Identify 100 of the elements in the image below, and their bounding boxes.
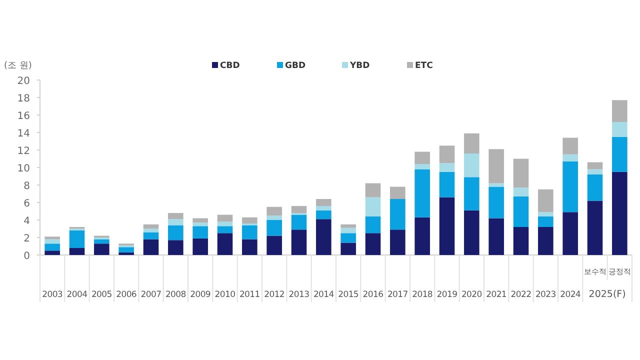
bar [143,232,159,240]
bar [365,183,381,198]
bar [587,162,603,170]
bar [192,222,208,226]
bar [266,236,282,255]
bar [562,161,578,212]
bar [538,216,554,227]
bar [266,220,282,236]
bar [316,199,332,206]
bar [414,217,430,255]
bar [340,233,356,243]
bar [340,242,356,255]
bar [488,149,504,184]
y-tick-label: 2 [24,234,30,244]
bar [464,154,480,178]
bar [488,186,504,218]
bar [538,212,554,216]
bar [168,225,184,240]
bar [538,227,554,255]
bar [118,252,134,255]
bar [69,248,85,255]
bar [143,228,159,232]
bar [44,236,60,240]
bar [94,244,110,255]
bar [217,226,233,234]
bar [439,163,455,172]
bar [464,210,480,255]
bar [44,250,60,255]
x-tick-label: 2012 [264,290,285,300]
bar [488,183,504,187]
x-tick-label: 2018 [412,290,433,300]
bar [291,214,307,230]
bar [266,206,282,216]
bar [414,169,430,218]
bar [562,138,578,154]
y-tick-label: 0 [24,251,30,262]
bar [143,224,159,229]
x-tick-label: 2011 [239,290,260,300]
x-tick-label: 2019 [436,290,458,300]
bar [513,188,529,196]
bar [168,240,184,255]
x-tick-label: 2017 [387,290,408,300]
x-tick-label: 2009 [190,290,211,300]
bar [365,197,381,216]
bar [365,216,381,234]
bar [587,200,603,255]
y-tick-label: 14 [17,128,30,140]
y-tick-label: 4 [24,216,30,227]
x-tick-label: 2024 [560,290,581,300]
bar [168,219,184,226]
bar [365,233,381,255]
bar [217,214,233,222]
bar [242,225,258,240]
bar [44,244,60,251]
y-tick-label: 6 [24,198,30,210]
legend-label: CBD [220,61,240,71]
bar [69,230,85,248]
bar [439,172,455,198]
bar [44,239,60,244]
y-tick-label: 20 [17,76,30,87]
x-tick-label: 2023 [535,290,556,300]
bar [118,247,134,252]
bar [587,169,603,174]
bar [242,217,258,224]
legend-label: YBD [349,61,370,71]
bar [94,239,110,244]
x-tick-label: 2010 [214,290,236,300]
bar [168,213,184,220]
bar [340,228,356,234]
bar [439,146,455,164]
bar [612,172,628,255]
x-tick-label: 2016 [362,290,384,300]
bar [612,100,628,122]
bar [538,189,554,212]
bar [217,222,233,226]
x-tick-label: 2014 [313,290,334,300]
x-tick-label: 2015 [338,290,359,300]
bar [143,239,159,255]
bar [316,210,332,220]
bar [390,199,406,230]
bar [464,133,480,154]
bar [390,230,406,255]
bar [266,216,282,220]
bar [464,177,480,210]
y-tick-label: 18 [17,94,30,104]
x-tick-label: 2006 [116,290,137,300]
bar [439,197,455,255]
bar [316,206,332,210]
bar [414,164,430,170]
x-tick-label: 2003 [42,290,63,300]
x-tick-label: 2005 [91,290,112,300]
x-tick-label: 2021 [486,290,507,300]
bar [316,219,332,255]
bar [612,136,628,172]
bar [513,158,529,188]
bar [217,233,233,255]
bar [488,218,504,255]
x-tick-label: 2008 [165,290,186,300]
bar [513,196,529,227]
x-tick-label: 2022 [510,290,532,300]
